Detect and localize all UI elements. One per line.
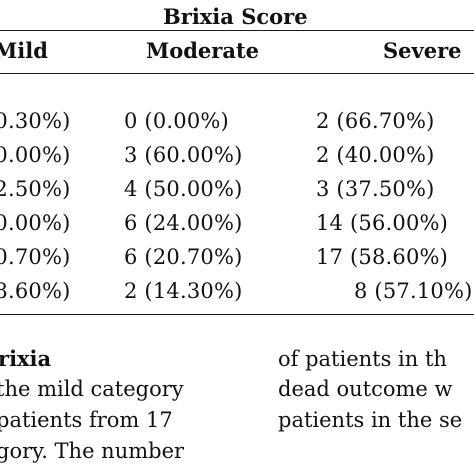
table-bottom-rule bbox=[0, 314, 474, 316]
column-header-severe: Severe bbox=[383, 38, 462, 63]
table-cell-mild: (0.30%) bbox=[0, 109, 71, 133]
table-cell-severe: 8 (57.10%) bbox=[354, 279, 473, 303]
table-cell-moderate: 3 (60.00%) bbox=[124, 143, 243, 167]
table-cell-severe: 3 (37.50%) bbox=[316, 177, 435, 201]
table-cell-severe: 17 (58.60%) bbox=[316, 245, 449, 269]
table-cell-moderate: 0 (0.00%) bbox=[124, 109, 229, 133]
brixia-score-header: Brixia Score bbox=[163, 4, 308, 29]
table-cell-moderate: 2 (14.30%) bbox=[124, 279, 243, 303]
header-rule bbox=[0, 73, 474, 75]
table-cell-severe: 2 (66.70%) bbox=[316, 109, 435, 133]
section-heading: rixia bbox=[0, 346, 52, 371]
paragraph-line: dead outcome w bbox=[278, 377, 453, 401]
table-cell-moderate: 6 (24.00%) bbox=[124, 211, 243, 235]
table-cell-severe: 2 (40.00%) bbox=[316, 143, 435, 167]
table-cell-mild: (0.00%) bbox=[0, 211, 71, 235]
paragraph-line: of patients in th bbox=[278, 347, 447, 371]
paragraph-line: gory. The number bbox=[0, 439, 185, 463]
paragraph-line: the mild category bbox=[0, 377, 184, 401]
paragraph-line: patients in the se bbox=[278, 408, 463, 432]
paragraph-line: patients from 17 bbox=[0, 408, 173, 432]
table-top-rule bbox=[0, 30, 474, 32]
table-cell-moderate: 6 (20.70%) bbox=[124, 245, 243, 269]
column-header-moderate: Moderate bbox=[146, 38, 260, 63]
table-cell-moderate: 4 (50.00%) bbox=[124, 177, 243, 201]
column-header-mild: Mild bbox=[0, 38, 48, 63]
table-cell-mild: (0.70%) bbox=[0, 245, 71, 269]
table-cell-mild: (8.60%) bbox=[0, 279, 71, 303]
table-cell-mild: (0.00%) bbox=[0, 143, 71, 167]
table-cell-mild: (2.50%) bbox=[0, 177, 71, 201]
table-cell-severe: 14 (56.00%) bbox=[316, 211, 449, 235]
